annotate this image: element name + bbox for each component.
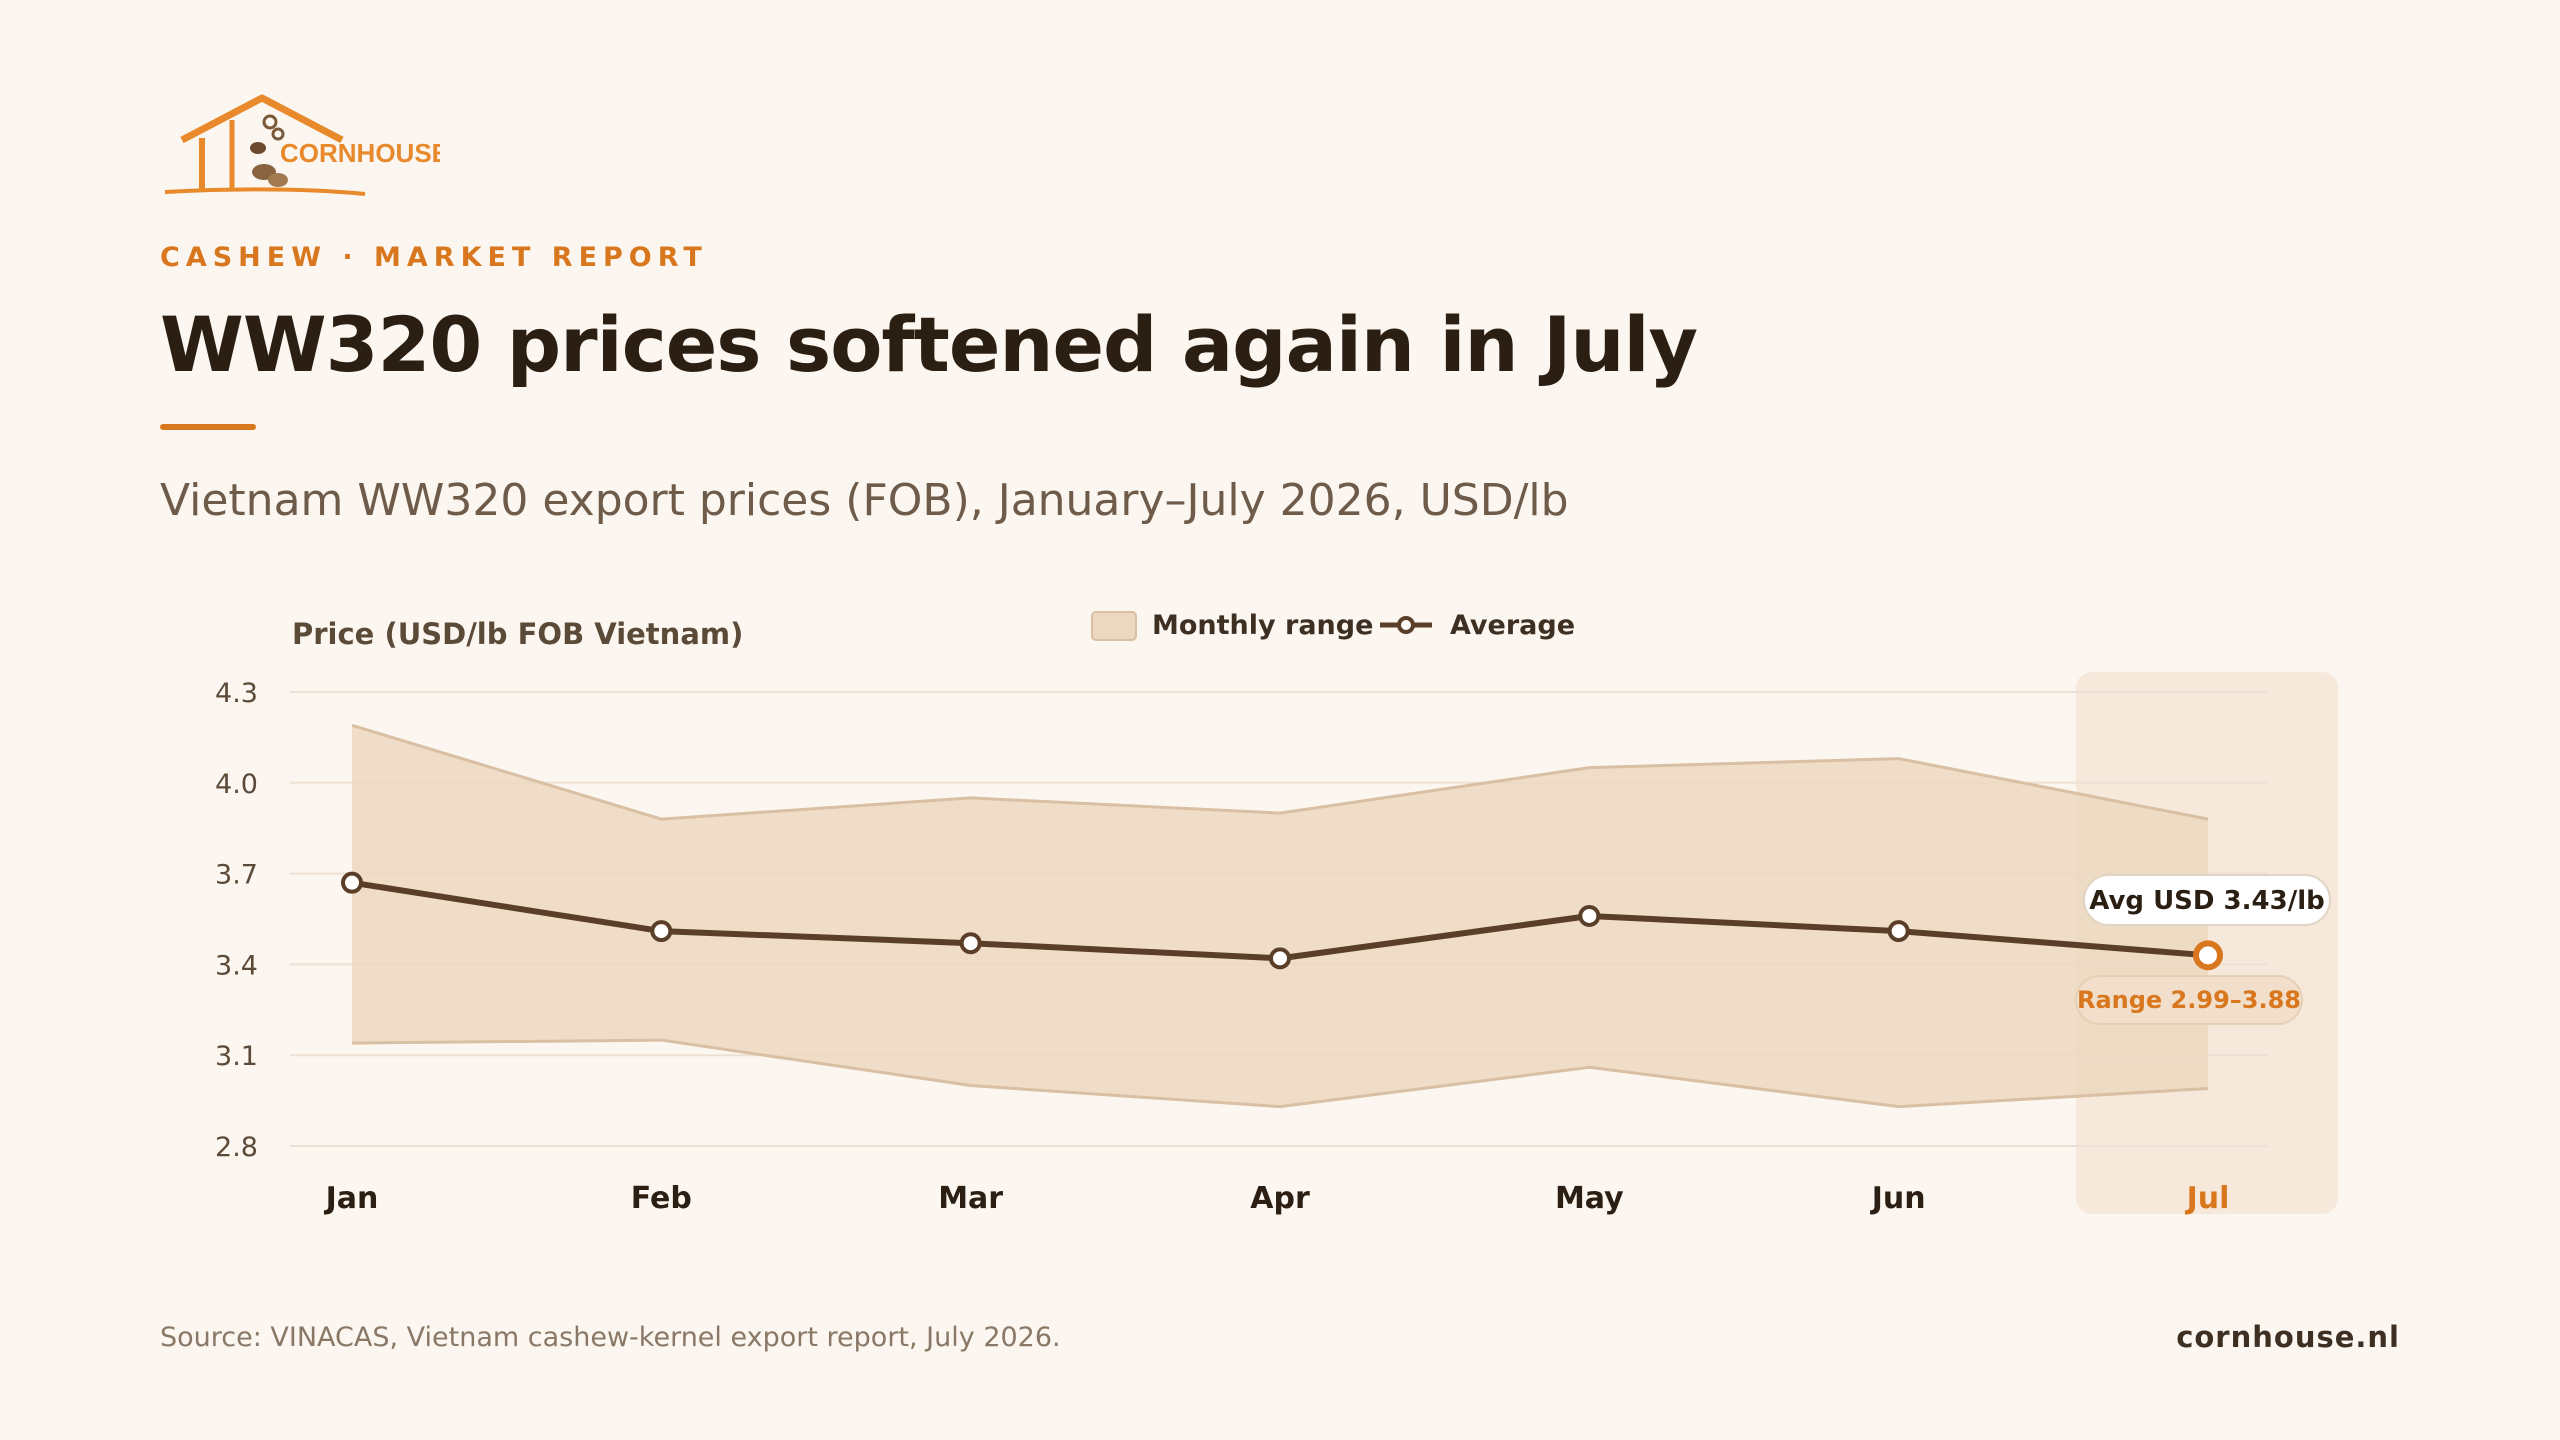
page-title: WW320 prices softened again in July [160, 300, 1698, 389]
site-link[interactable]: cornhouse.nl [2176, 1320, 2400, 1354]
highlight-avg-callout: Avg USD 3.43/lb [2083, 874, 2331, 926]
svg-text:CORNHOUSE: CORNHOUSE [280, 138, 440, 168]
x-tick-label-jul: Jul [2185, 1181, 2230, 1216]
legend-swatch-range [1091, 611, 1137, 641]
y-tick-label: 4.0 [215, 769, 258, 800]
monthly-range-band [352, 725, 2208, 1107]
highlight-avg-label: Avg USD 3.43/lb [2089, 886, 2324, 916]
y-tick-label: 3.1 [215, 1041, 258, 1072]
average-point-feb [650, 920, 673, 943]
legend-label-range: Monthly range [1152, 610, 1373, 641]
y-tick-label: 4.3 [215, 678, 258, 709]
x-axis-ticks: Jan Feb Mar Apr May Jun Jul [324, 1181, 2230, 1216]
x-tick-label-feb: Feb [631, 1181, 692, 1216]
legend: Monthly range Average [1091, 610, 1575, 641]
highlight-range-callout: Range 2.99–3.88 [2075, 975, 2303, 1025]
x-tick-label-apr: Apr [1250, 1181, 1310, 1216]
x-tick-label-jan: Jan [324, 1181, 379, 1216]
average-point-jun [1887, 920, 1910, 943]
legend-marker-average [1397, 616, 1415, 634]
average-point-jan [341, 871, 363, 894]
cornhouse-logo: CORNHOUSE [164, 94, 440, 196]
y-tick-label: 3.7 [215, 860, 258, 891]
source-note: Source: VINACAS, Vietnam cashew-kernel e… [160, 1322, 1061, 1353]
x-tick-label-jun: Jun [1870, 1181, 1926, 1216]
average-points [341, 871, 2223, 971]
chart-subtitle: Vietnam WW320 export prices (FOB), Janua… [160, 475, 1569, 526]
y-tick-label: 2.8 [215, 1132, 258, 1163]
title-underline [160, 424, 256, 430]
x-tick-label-may: May [1555, 1181, 1624, 1216]
highlight-range-label: Range 2.99–3.88 [2077, 986, 2301, 1014]
y-axis-ticks: 4.3 4.0 3.7 3.4 3.1 2.8 [215, 678, 258, 1163]
average-point-apr [1269, 947, 1291, 970]
average-point-mar [959, 932, 982, 955]
y-tick-label: 3.4 [215, 950, 258, 981]
y-axis-label: Price (USD/lb FOB Vietnam) [292, 617, 743, 651]
average-point-may [1578, 904, 1601, 927]
monthly-range-low-edge [351, 1038, 2209, 1109]
legend-label-average: Average [1450, 610, 1575, 641]
x-tick-label-mar: Mar [938, 1181, 1003, 1216]
average-point-jul [2193, 940, 2223, 971]
report-kicker: CASHEW · MARKET REPORT [160, 242, 708, 273]
monthly-range-high-edge [351, 723, 2209, 821]
